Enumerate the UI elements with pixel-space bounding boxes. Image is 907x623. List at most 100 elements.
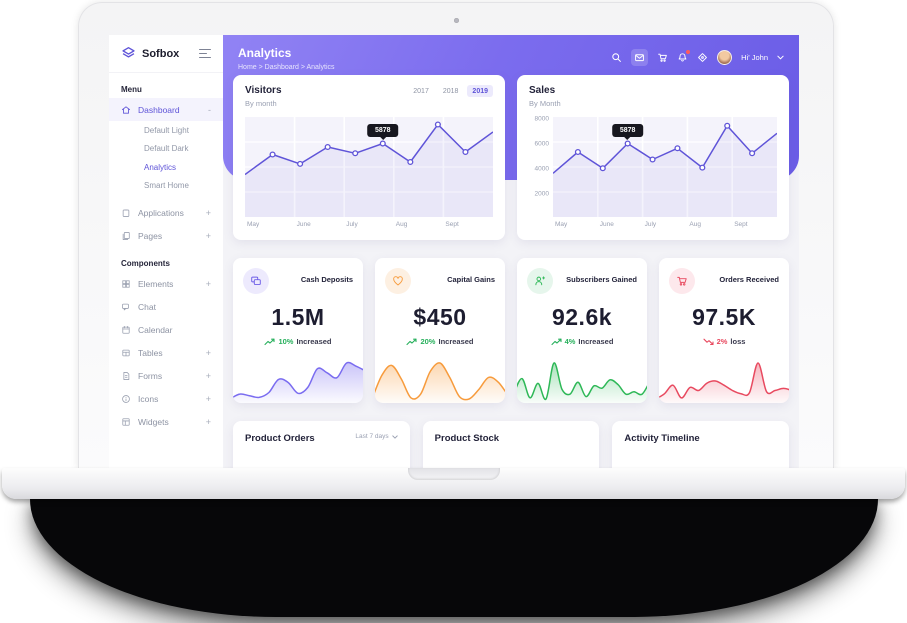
- sidebar-item-label: Applications: [138, 207, 184, 218]
- year-tab-2017[interactable]: 2017: [413, 87, 429, 95]
- laptop-base: [2, 468, 905, 499]
- sidebar-item-label: Default Light: [144, 125, 189, 135]
- pages-icon: [121, 231, 131, 241]
- sidebar-item-tables[interactable]: Tables +: [109, 341, 223, 364]
- laptop-screen: Sofbox Menu Dashboard - Default Light De…: [78, 2, 834, 471]
- sidebar-item-pages[interactable]: Pages +: [109, 224, 223, 247]
- bottom-row: Product Orders Last 7 days Product Stock…: [233, 421, 790, 471]
- x-tick: May: [555, 221, 568, 228]
- sidebar-item-label: Dashboard: [138, 104, 180, 115]
- sidebar-item-icons[interactable]: Icons +: [109, 387, 223, 410]
- sidebar-item-label: Pages: [138, 230, 163, 241]
- x-tick: Sept: [734, 221, 748, 228]
- sidebar-item-smart-home[interactable]: Smart Home: [109, 177, 223, 196]
- sidebar-item-label: Widgets: [138, 416, 169, 427]
- filter-label: Last 7 days: [355, 433, 389, 440]
- page-title: Analytics: [238, 46, 292, 60]
- chart-title: Sales: [529, 85, 556, 96]
- location-icon[interactable]: [697, 52, 708, 63]
- user-greeting[interactable]: Hi' John: [741, 53, 768, 62]
- sidebar-item-label: Elements: [138, 278, 174, 289]
- stat-value: 97.5K: [692, 304, 756, 330]
- orders-sparkline: [659, 357, 789, 403]
- expand-indicator: +: [205, 416, 211, 427]
- product-orders-card: Product Orders Last 7 days: [233, 421, 410, 471]
- collapse-indicator: -: [208, 104, 211, 115]
- stat-card-orders-received: Orders Received 97.5K 2% loss: [659, 258, 789, 403]
- cart-icon[interactable]: [657, 52, 668, 63]
- sidebar-item-applications[interactable]: Applications +: [109, 201, 223, 224]
- sofbox-logo-icon: [121, 46, 136, 61]
- trend-value: 4%: [564, 337, 576, 346]
- stat-value: $450: [413, 304, 467, 330]
- sales-line-chart: 5878: [553, 117, 777, 217]
- avatar[interactable]: [717, 50, 733, 65]
- x-tick: May: [247, 221, 260, 228]
- stat-card-capital-gains: Capital Gains $450 20% Increased: [375, 258, 505, 403]
- stats-row: Cash Deposits 1.5M 10% Increased: [233, 258, 789, 403]
- brand-row: Sofbox: [109, 35, 223, 73]
- breadcrumb: Home > Dashboard > Analytics: [238, 64, 335, 71]
- dashboard-app: Sofbox Menu Dashboard - Default Light De…: [109, 35, 799, 471]
- visitors-line-chart: 5878: [245, 117, 493, 217]
- chevron-down-icon: [391, 434, 398, 439]
- year-tab-2019[interactable]: 2019: [467, 85, 493, 97]
- chart-subtitle: By Month: [529, 99, 561, 108]
- y-axis-labels: 8000 6000 4000 2000: [529, 116, 553, 217]
- laptop-base-notch: [407, 468, 500, 480]
- info-circle-icon: [121, 394, 131, 404]
- year-tabs: 2017 2018 2019: [408, 85, 493, 97]
- sidebar-item-analytics[interactable]: Analytics: [109, 158, 223, 177]
- grid-icon: [121, 279, 131, 289]
- sidebar-item-elements[interactable]: Elements +: [109, 272, 223, 295]
- expand-indicator: +: [205, 347, 211, 358]
- stat-trend: 4% Increased: [517, 337, 647, 346]
- year-tab-2018[interactable]: 2018: [442, 87, 459, 95]
- trend-down-icon: [703, 338, 714, 346]
- sidebar-item-default-light[interactable]: Default Light: [109, 121, 223, 140]
- sidebar-item-calendar[interactable]: Calendar: [109, 318, 223, 341]
- sidebar-item-label: Tables: [138, 347, 163, 358]
- search-icon[interactable]: [611, 52, 622, 63]
- trend-label: Increased: [296, 337, 332, 346]
- sidebar-item-dashboard[interactable]: Dashboard -: [109, 98, 223, 121]
- stat-trend: 2% loss: [659, 337, 789, 346]
- y-tick: 2000: [534, 190, 549, 198]
- expand-indicator: +: [205, 207, 211, 218]
- expand-indicator: +: [205, 393, 211, 404]
- components-heading: Components: [121, 259, 170, 268]
- bell-icon[interactable]: [677, 50, 691, 63]
- chevron-down-icon[interactable]: [777, 55, 784, 60]
- chart-subtitle: By month: [245, 99, 277, 108]
- expand-indicator: +: [205, 230, 211, 241]
- x-tick: June: [599, 221, 614, 228]
- visitors-card: Visitors By month 2017 2018 2019: [233, 75, 505, 240]
- mail-icon[interactable]: [631, 49, 649, 66]
- stat-trend: 10% Increased: [233, 337, 363, 346]
- stat-title: Cash Deposits: [300, 275, 353, 284]
- chart-title: Visitors: [245, 85, 282, 96]
- sidebar-item-label: Default Dark: [144, 144, 189, 154]
- trend-label: loss: [730, 337, 746, 346]
- menu-heading: Menu: [121, 85, 142, 94]
- filter-dropdown[interactable]: Last 7 days: [355, 433, 398, 440]
- sidebar-item-default-dark[interactable]: Default Dark: [109, 140, 223, 159]
- content-area: Visitors By month 2017 2018 2019: [223, 75, 799, 471]
- notification-badge: [686, 50, 691, 54]
- heart-icon: [385, 268, 411, 294]
- card-title: Product Stock: [434, 433, 500, 444]
- sidebar-item-widgets[interactable]: Widgets +: [109, 410, 223, 433]
- brand-name[interactable]: Sofbox: [142, 47, 180, 60]
- trend-value: 20%: [420, 337, 436, 346]
- trend-up-icon: [551, 338, 562, 346]
- trend-label: Increased: [578, 337, 614, 346]
- trend-value: 2%: [716, 337, 728, 346]
- file-icon: [121, 371, 131, 381]
- sidebar-item-forms[interactable]: Forms +: [109, 364, 223, 387]
- sidebar-item-chat[interactable]: Chat: [109, 295, 223, 318]
- main-area: Analytics Home > Dashboard > Analytics: [223, 35, 799, 471]
- sidebar-toggle-icon[interactable]: [199, 46, 211, 60]
- capital-gains-sparkline: [375, 357, 505, 403]
- chart-tooltip: 5878: [366, 123, 399, 137]
- stat-title: Capital Gains: [447, 275, 495, 284]
